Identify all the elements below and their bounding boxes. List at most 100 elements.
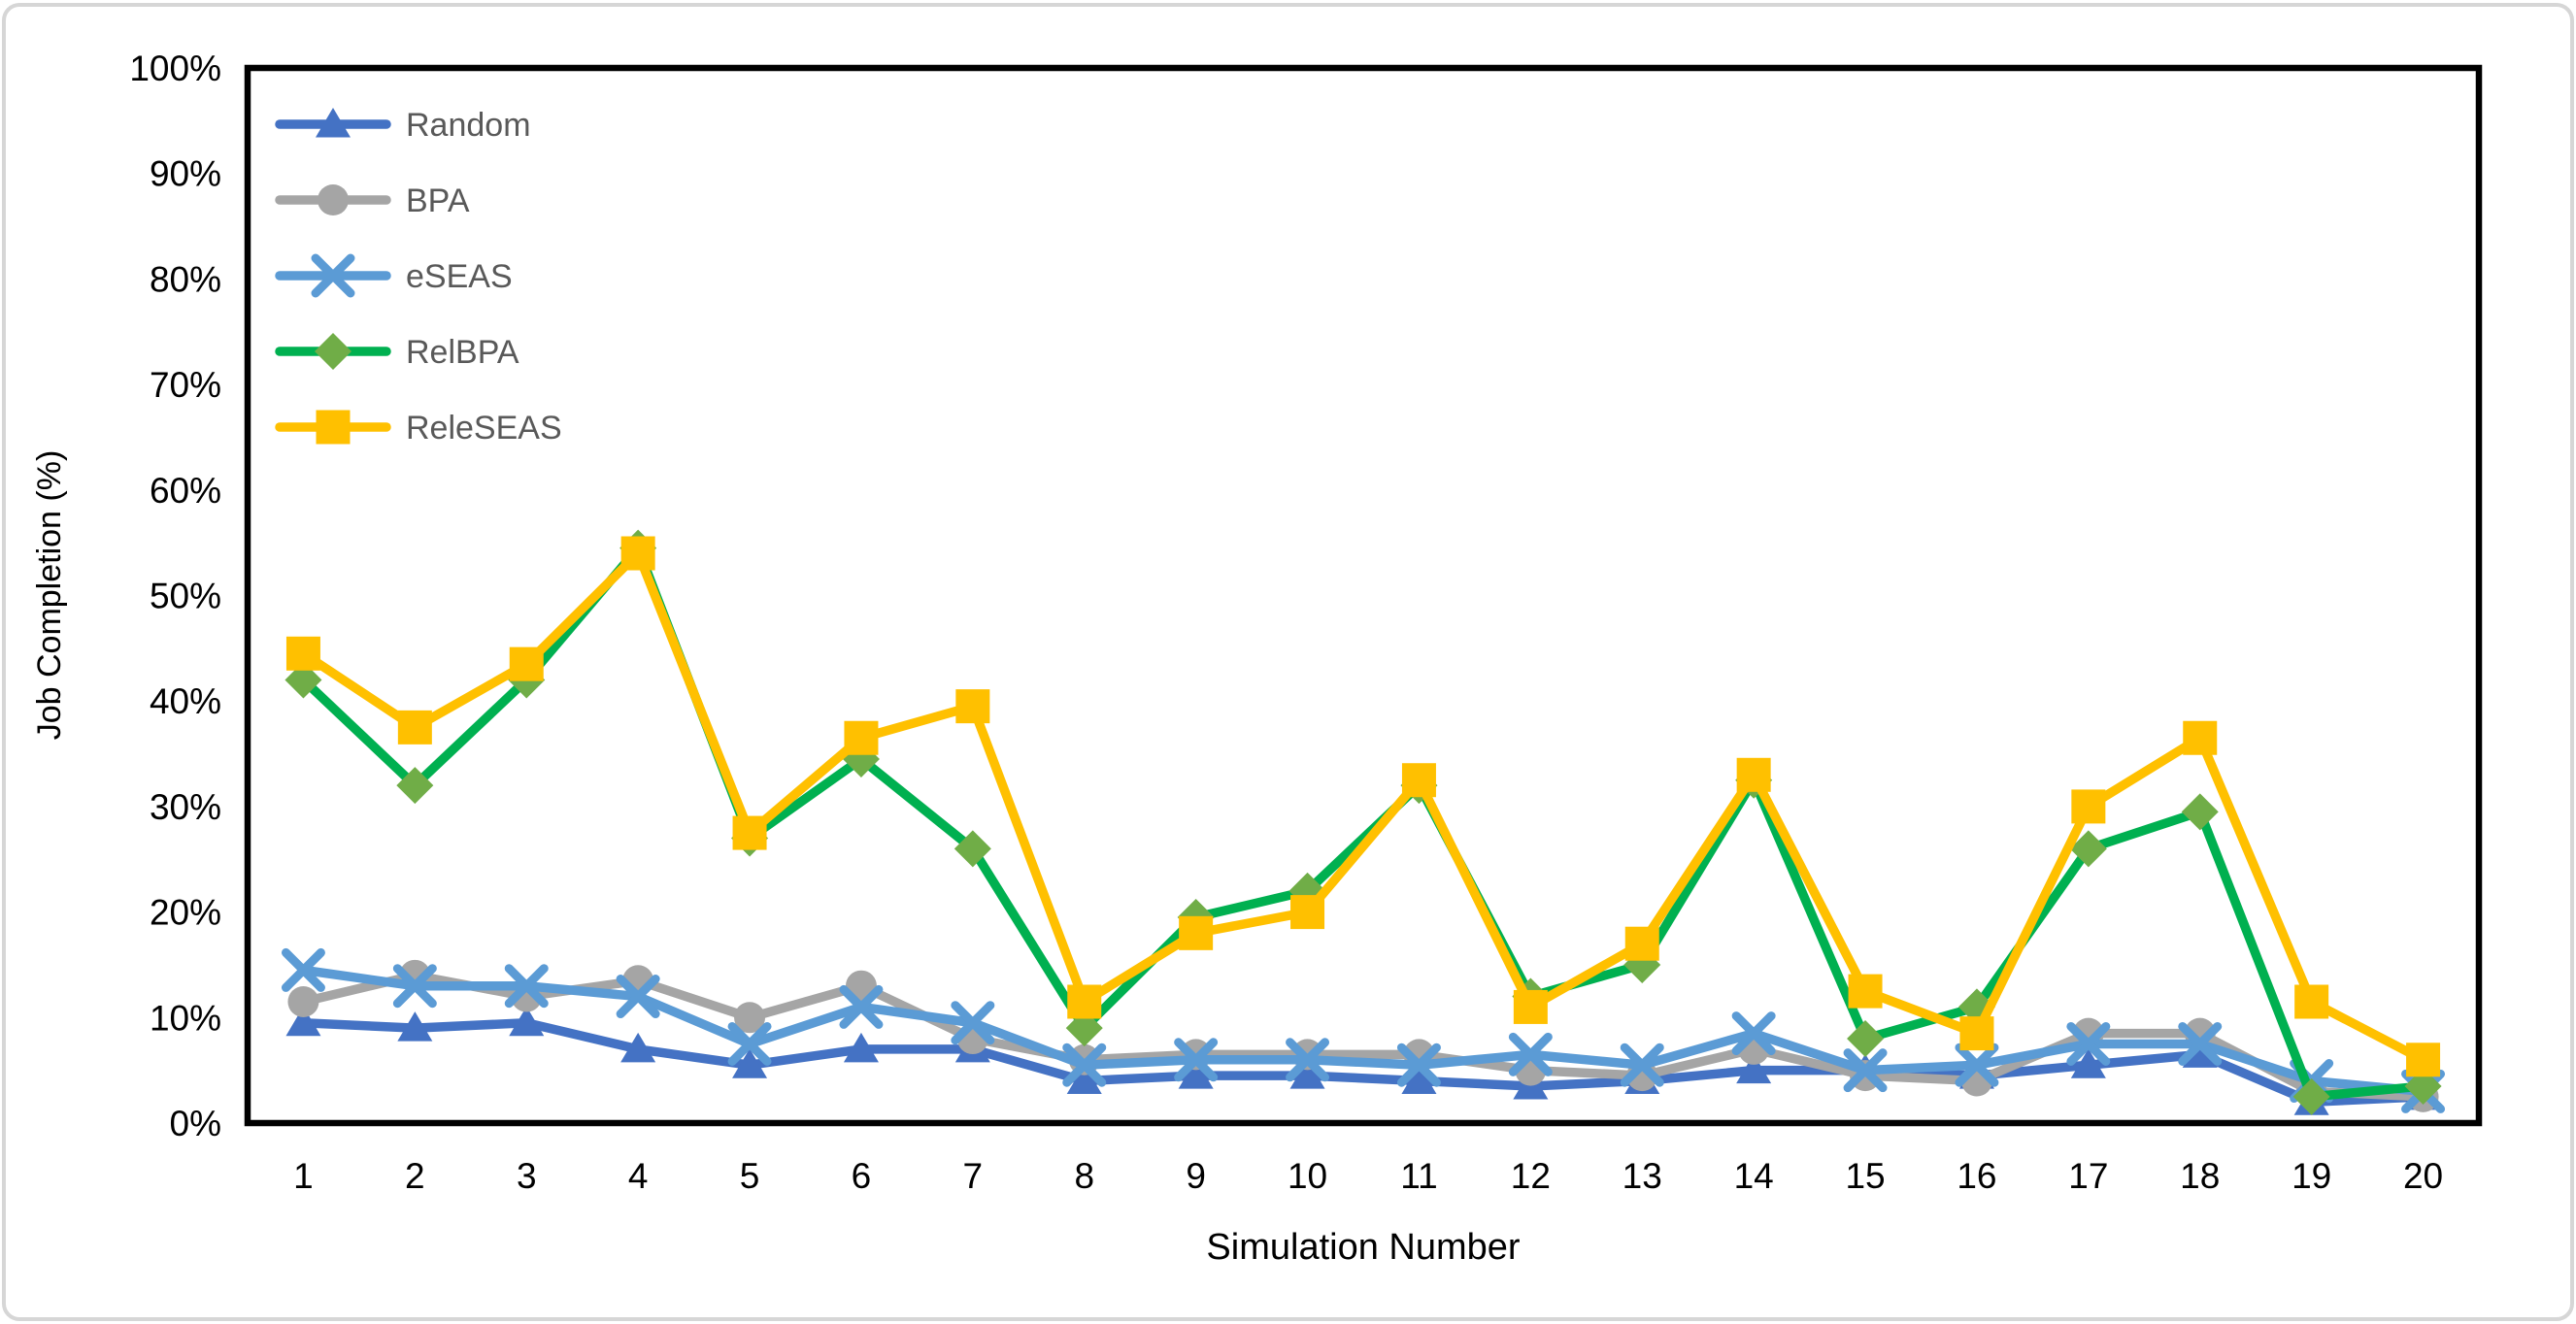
marker-eseas-2	[392, 964, 437, 1009]
legend-label-eseas: eSEAS	[406, 258, 513, 295]
x-tick-label: 4	[628, 1156, 649, 1196]
marker-eseas-13	[1620, 1043, 1664, 1087]
legend-label-bpa: BPA	[406, 182, 470, 219]
marker-eseas-15	[1843, 1048, 1888, 1093]
legend-label-random: Random	[406, 107, 531, 144]
marker-eseas-5	[727, 1021, 772, 1066]
y-tick-label: 50%	[150, 577, 221, 616]
marker-random-18	[2182, 1038, 2218, 1068]
y-tick-label: 40%	[150, 681, 221, 721]
marker-random-8	[1066, 1064, 1102, 1095]
marker-relbpa-19	[2292, 1077, 2330, 1115]
x-tick-label: 5	[740, 1156, 760, 1196]
marker-releseas-17	[2071, 789, 2106, 824]
marker-relbpa-1	[284, 661, 322, 699]
marker-releseas-8	[1067, 984, 1102, 1019]
x-tick-label: 7	[963, 1156, 984, 1196]
x-tick-label: 20	[2403, 1156, 2443, 1196]
legend-label-releseas: ReleSEAS	[406, 410, 562, 447]
x-tick-label: 19	[2292, 1156, 2331, 1196]
plot-area-border	[244, 64, 2483, 1127]
marker-eseas-10	[1286, 1038, 1330, 1082]
x-tick-label: 1	[293, 1156, 314, 1196]
x-axis-title: Simulation Number	[1206, 1227, 1520, 1268]
legend-marker-random	[316, 108, 351, 138]
marker-random-4	[620, 1032, 656, 1063]
marker-releseas-5	[732, 815, 767, 850]
marker-random-1	[285, 1006, 321, 1037]
marker-releseas-4	[620, 536, 655, 571]
marker-bpa-1	[287, 985, 319, 1017]
marker-relbpa-8	[1065, 1010, 1103, 1047]
marker-releseas-20	[2406, 1043, 2441, 1077]
x-tick-label: 8	[1074, 1156, 1094, 1196]
marker-releseas-11	[1401, 763, 1436, 798]
x-tick-label: 18	[2180, 1156, 2220, 1196]
marker-eseas-18	[2178, 1021, 2223, 1066]
legend-marker-releseas	[316, 410, 351, 445]
marker-random-5	[732, 1048, 768, 1078]
marker-eseas-17	[2066, 1021, 2111, 1066]
x-tick-label: 9	[1186, 1156, 1206, 1196]
marker-relbpa-20	[2404, 1067, 2442, 1105]
marker-releseas-18	[2183, 720, 2218, 755]
marker-releseas-1	[285, 636, 320, 671]
marker-random-6	[843, 1032, 879, 1063]
series-line-releseas	[298, 548, 2428, 1065]
legend-marker-relbpa	[315, 333, 351, 370]
marker-releseas-3	[509, 646, 544, 681]
x-tick-label: 13	[1623, 1156, 1662, 1196]
marker-releseas-19	[2294, 984, 2329, 1019]
marker-relbpa-17	[2069, 830, 2107, 868]
y-tick-label: 100%	[129, 49, 221, 88]
marker-eseas-3	[504, 964, 549, 1009]
marker-releseas-2	[397, 710, 432, 745]
marker-random-14	[1736, 1053, 1772, 1084]
series-line-eseas	[298, 965, 2428, 1097]
marker-random-3	[509, 1006, 545, 1037]
marker-releseas-13	[1624, 926, 1659, 961]
x-tick-label: 15	[1845, 1156, 1885, 1196]
y-axis-title: Job Completion (%)	[31, 450, 68, 741]
series-line-random	[298, 1017, 2428, 1108]
x-tick-label: 17	[2068, 1156, 2108, 1196]
marker-eseas-16	[1955, 1043, 1999, 1087]
marker-releseas-7	[955, 689, 990, 724]
marker-eseas-7	[951, 1001, 995, 1045]
y-tick-label: 0%	[170, 1104, 221, 1143]
marker-releseas-9	[1179, 915, 1214, 950]
y-tick-label: 80%	[150, 259, 221, 299]
legend-marker-eseas	[311, 253, 355, 298]
y-tick-label: 60%	[150, 471, 221, 511]
series-line-bpa	[298, 971, 2428, 1102]
marker-eseas-8	[1062, 1043, 1107, 1087]
marker-eseas-9	[1174, 1038, 1219, 1082]
marker-random-2	[397, 1011, 433, 1042]
marker-bpa-5	[734, 1002, 766, 1034]
marker-releseas-14	[1736, 757, 1771, 792]
marker-releseas-12	[1513, 989, 1548, 1024]
y-tick-label: 90%	[150, 154, 221, 194]
marker-random-9	[1178, 1059, 1214, 1089]
marker-eseas-6	[839, 984, 884, 1029]
marker-eseas-1	[281, 947, 325, 992]
x-tick-label: 6	[852, 1156, 872, 1196]
marker-releseas-16	[1959, 1016, 1994, 1051]
x-tick-label: 12	[1511, 1156, 1551, 1196]
x-tick-label: 14	[1734, 1156, 1774, 1196]
marker-eseas-14	[1731, 1011, 1776, 1056]
x-tick-label: 11	[1400, 1156, 1437, 1196]
marker-random-11	[1401, 1064, 1437, 1095]
marker-relbpa-18	[2181, 793, 2219, 831]
marker-random-17	[2070, 1048, 2106, 1078]
marker-eseas-11	[1396, 1043, 1441, 1087]
marker-releseas-10	[1290, 895, 1325, 930]
marker-releseas-15	[1848, 974, 1883, 1009]
marker-releseas-6	[844, 720, 879, 755]
y-tick-label: 30%	[150, 787, 221, 827]
y-tick-label: 20%	[150, 893, 221, 933]
marker-relbpa-2	[396, 767, 434, 805]
marker-eseas-4	[616, 975, 660, 1019]
